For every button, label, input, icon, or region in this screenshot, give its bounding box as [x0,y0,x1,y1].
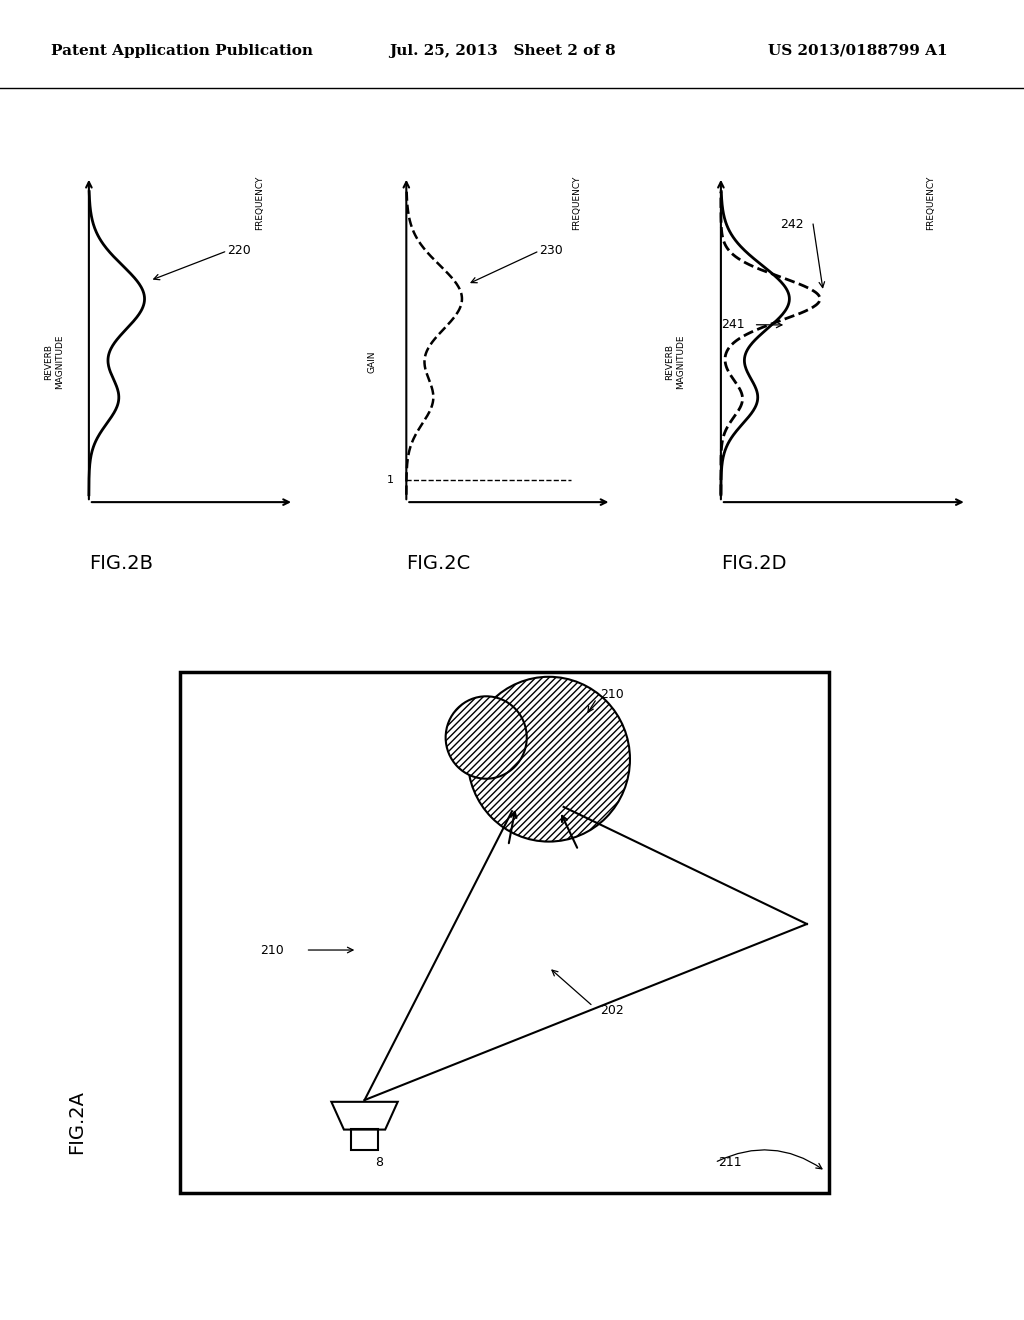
Bar [180,672,829,1193]
Text: FIG.2D: FIG.2D [721,554,786,573]
Text: 202: 202 [600,1005,625,1018]
Text: GAIN: GAIN [368,350,376,374]
Ellipse shape [468,677,630,842]
Text: 1: 1 [387,475,394,484]
Text: FREQUENCY: FREQUENCY [255,176,264,230]
Text: REVERB
MAGNITUDE: REVERB MAGNITUDE [666,334,685,389]
Text: 241: 241 [721,318,744,331]
Ellipse shape [445,697,526,779]
Text: FREQUENCY: FREQUENCY [926,176,935,230]
Text: Patent Application Publication: Patent Application Publication [51,44,313,58]
Text: FIG.2A: FIG.2A [68,1090,86,1154]
Text: REVERB
MAGNITUDE: REVERB MAGNITUDE [45,334,63,389]
Text: Jul. 25, 2013   Sheet 2 of 8: Jul. 25, 2013 Sheet 2 of 8 [389,44,615,58]
Text: FREQUENCY: FREQUENCY [572,176,582,230]
Text: 8: 8 [376,1155,384,1168]
Text: 210: 210 [260,944,284,957]
Text: 242: 242 [780,218,804,231]
Text: FIG.2C: FIG.2C [407,554,470,573]
Bar [351,1129,378,1150]
Text: 230: 230 [540,244,563,257]
Text: 211: 211 [719,1156,742,1170]
Text: US 2013/0188799 A1: US 2013/0188799 A1 [768,44,947,58]
Text: 220: 220 [227,244,251,257]
Text: 210: 210 [600,688,625,701]
Text: FIG.2B: FIG.2B [89,554,153,573]
